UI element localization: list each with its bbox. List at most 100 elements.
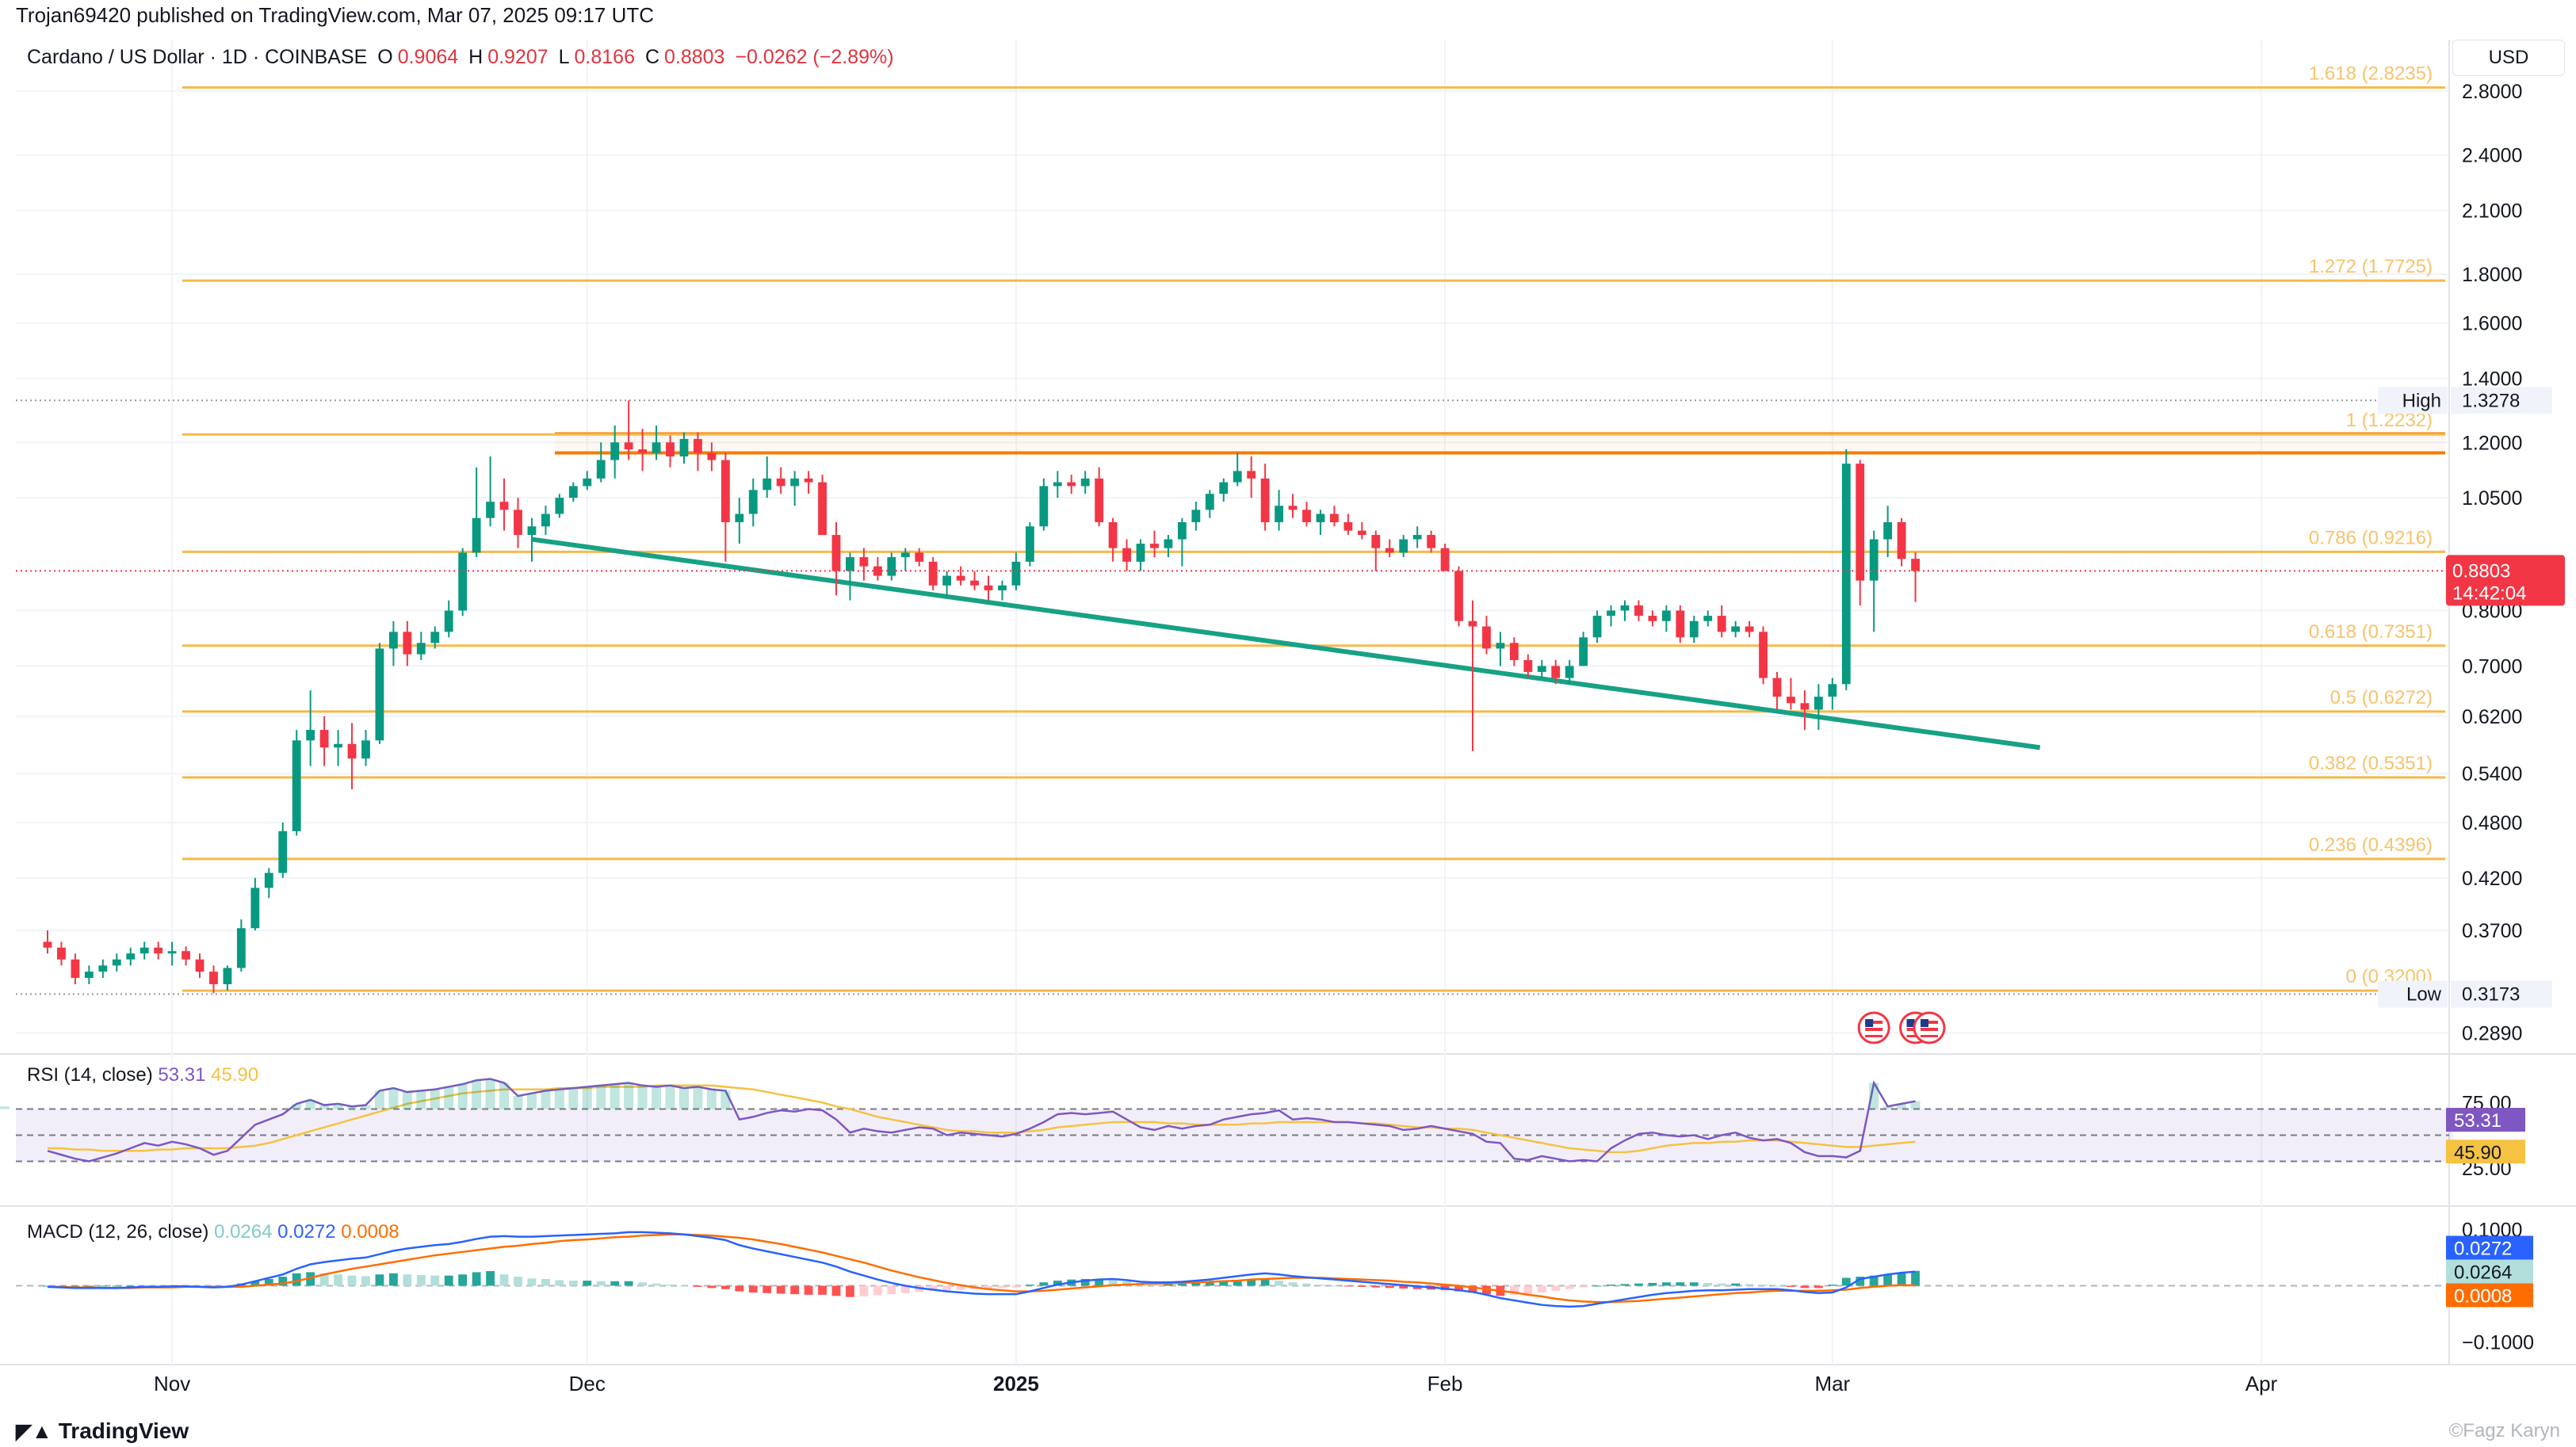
change-value: −0.0262 (−2.89%) — [735, 46, 894, 68]
macd-histogram-bar — [1191, 1282, 1201, 1286]
macd-histogram-bar — [762, 1285, 772, 1293]
flag-canton — [1921, 1019, 1929, 1027]
candle-body — [388, 632, 398, 649]
candle-body — [347, 743, 357, 759]
candle-body — [956, 575, 965, 581]
publisher-bar: Trojan69420 published on TradingView.com… — [0, 0, 2576, 35]
macd-histogram-bar — [347, 1275, 357, 1286]
candle-body — [1592, 616, 1602, 638]
rsi-title[interactable]: RSI (14, close) — [27, 1064, 153, 1086]
macd-histogram-bar — [334, 1274, 342, 1286]
candle-body — [375, 648, 384, 741]
rsi-overbought-fill — [610, 1084, 620, 1109]
rsi-overbought-fill — [637, 1085, 648, 1109]
macd-title[interactable]: MACD (12, 26, close) — [27, 1221, 209, 1243]
rsi-legend[interactable]: RSI (14, close) 53.31 45.90 — [27, 1064, 258, 1086]
candle-body — [112, 959, 121, 966]
candle-body — [1620, 605, 1630, 611]
macd-histogram-bar — [900, 1285, 910, 1293]
macd-histogram-bar — [1164, 1283, 1173, 1286]
candle-body — [1911, 559, 1920, 571]
currency-button[interactable]: USD — [2452, 40, 2565, 76]
candle-body — [140, 947, 149, 954]
macd-histogram-bar — [694, 1285, 702, 1287]
macd-histogram-bar — [1053, 1281, 1062, 1286]
symbol-title[interactable]: Cardano / US Dollar · 1D · COINBASE — [27, 46, 368, 68]
symbol-legend[interactable]: Cardano / US Dollar · 1D · COINBASE O 0.9… — [27, 46, 899, 69]
candle-body — [555, 498, 564, 514]
macd-hist-badge-text: 0.0264 — [2454, 1262, 2512, 1284]
candle-body — [790, 478, 800, 487]
macd-histogram-bar — [1122, 1281, 1131, 1286]
last-price-badge — [2446, 555, 2565, 606]
rsi-overbought-fill — [665, 1085, 675, 1109]
macd-histogram-bar — [1288, 1282, 1298, 1286]
flag-stripe — [1921, 1021, 1939, 1024]
candle-body — [1607, 610, 1615, 617]
macd-histogram-bar — [1883, 1274, 1893, 1286]
macd-histogram-bar — [596, 1281, 606, 1286]
candle-body — [915, 552, 924, 562]
tradingview-logo[interactable]: ◤▲ TradingView — [16, 1418, 189, 1444]
candle-body — [499, 502, 509, 510]
candle-body — [1233, 471, 1242, 483]
price-tick-label: 2.8000 — [2462, 81, 2522, 103]
close-label: C — [644, 46, 659, 68]
macd-histogram-bar — [735, 1285, 744, 1292]
rsi-overbought-fill — [582, 1086, 592, 1109]
macd-histogram-bar — [818, 1285, 827, 1295]
macd-legend[interactable]: MACD (12, 26, close) 0.0264 0.0272 0.000… — [27, 1221, 399, 1243]
macd-value: 0.0272 — [277, 1221, 336, 1243]
rsi-overbought-fill — [554, 1089, 564, 1109]
candle-body — [762, 478, 772, 491]
candle-body — [624, 442, 633, 450]
signal-badge-text: 0.0008 — [2454, 1286, 2512, 1308]
macd-histogram-bar — [1897, 1273, 1906, 1286]
candle-body — [1385, 548, 1394, 553]
candle-body — [182, 951, 190, 960]
candle-body — [596, 460, 606, 479]
candle-body — [1703, 616, 1713, 621]
flag-stripe — [1865, 1028, 1883, 1031]
candle-body — [306, 730, 315, 741]
candle-body — [1219, 482, 1229, 494]
candle-body — [292, 740, 301, 831]
candle-body — [1468, 620, 1477, 627]
time-tick-label: Feb — [1428, 1372, 1463, 1395]
macd-histogram-bar — [679, 1285, 689, 1287]
rsi-overbought-fill — [1869, 1082, 1879, 1109]
candle-body — [195, 959, 204, 972]
macd-histogram-bar — [942, 1285, 952, 1291]
macd-histogram-bar — [1275, 1281, 1284, 1286]
candle-body — [928, 561, 938, 586]
rsi-overbought-fill — [706, 1089, 717, 1109]
macd-histogram-bar — [250, 1281, 260, 1286]
macd-histogram-bar — [278, 1277, 288, 1286]
macd-histogram-bar — [1011, 1285, 1021, 1288]
fib-label: 0.5 (0.6272) — [2330, 687, 2433, 708]
flag-stripe — [1865, 1021, 1883, 1024]
candle-body — [444, 610, 453, 632]
macd-histogram-bar — [84, 1285, 94, 1287]
low-label: Low — [2406, 984, 2442, 1006]
flag-canton — [1906, 1019, 1915, 1027]
macd-histogram-bar — [1579, 1285, 1588, 1288]
candle-body — [1136, 544, 1145, 562]
fibonacci-levels: 1.618 (2.8235)1.272 (1.7725)1 (1.2232)0.… — [182, 63, 2445, 992]
candle-body — [250, 888, 260, 929]
macd-histogram-bar — [1745, 1284, 1754, 1286]
rsi-overbought-fill — [457, 1084, 468, 1109]
candle-body — [1164, 539, 1173, 548]
candle-body — [430, 632, 440, 643]
candle-body — [1371, 535, 1381, 548]
macd-histogram-bar — [887, 1285, 896, 1295]
watermark-credit: ©Fagz Karyn — [2448, 1420, 2560, 1441]
candle-body — [1856, 464, 1865, 581]
candlestick-series — [43, 400, 1920, 994]
price-tick-label: 1.4000 — [2462, 368, 2522, 391]
macd-histogram-bar — [527, 1278, 537, 1286]
macd-histogram-bar — [499, 1274, 509, 1286]
macd-badge — [2446, 1235, 2533, 1260]
macd-histogram-bar — [361, 1276, 370, 1286]
